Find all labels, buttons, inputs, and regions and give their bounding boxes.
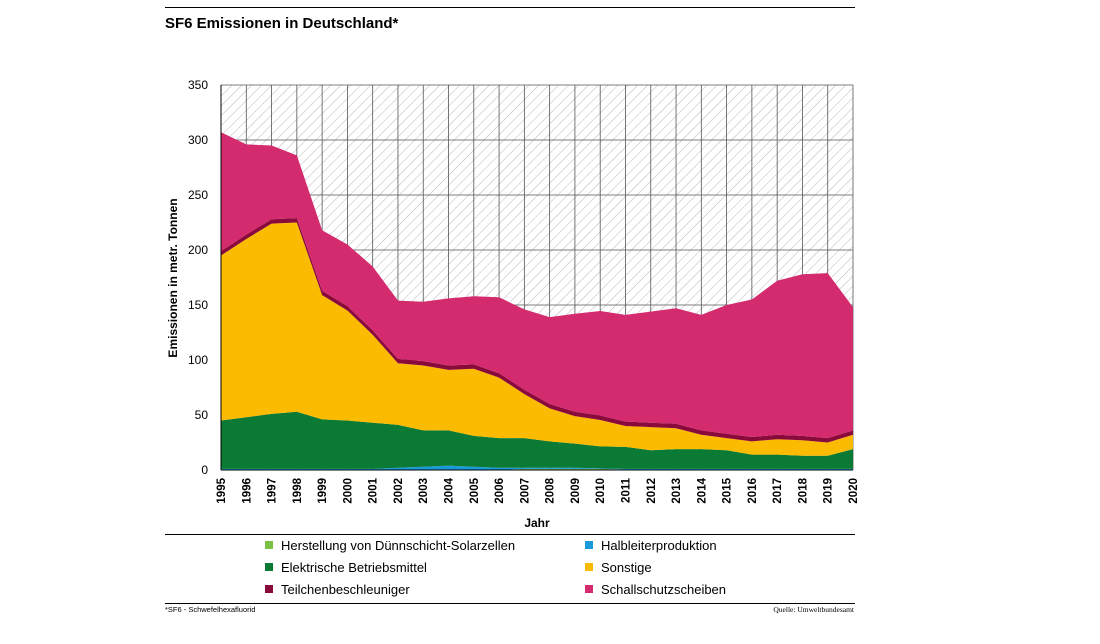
x-tick-label: 1998 (292, 477, 304, 503)
legend-swatch (265, 563, 273, 571)
x-tick-label: 2003 (418, 478, 430, 504)
x-tick-label: 2014 (696, 477, 708, 503)
x-tick-label: 2000 (342, 478, 354, 504)
x-tick-label: 2004 (444, 477, 456, 503)
y-tick-label: 150 (188, 298, 208, 312)
legend-label: Halbleiterproduktion (601, 538, 717, 553)
x-tick-label: 2015 (722, 477, 734, 503)
area-series-3 (221, 222, 853, 456)
chart-title: SF6 Emissionen in Deutschland* (165, 15, 399, 32)
x-tick-label: 2013 (671, 478, 683, 504)
legend-item: Sonstige (585, 560, 652, 575)
legend-swatch (585, 541, 593, 549)
legend-swatch (265, 585, 273, 593)
area-series-4 (221, 218, 853, 443)
y-tick-label: 350 (188, 78, 208, 92)
legend-label: Elektrische Betriebsmittel (281, 560, 427, 575)
x-tick-label: 2010 (595, 478, 607, 504)
legend-swatch (585, 563, 593, 571)
x-tick-label: 2006 (494, 478, 506, 504)
legend-item: Elektrische Betriebsmittel (265, 560, 427, 575)
source-note: Quelle: Umweltbundesamt (773, 605, 854, 614)
x-tick-label: 2017 (772, 478, 784, 504)
area-series-2 (221, 411, 853, 469)
legend-label: Teilchenbeschleuniger (281, 582, 410, 597)
legend-item: Halbleiterproduktion (585, 538, 717, 553)
legend-item: Herstellung von Dünnschicht-Solarzellen (265, 538, 515, 553)
y-axis-label: Emissionen in metr. Tonnen (166, 198, 180, 357)
x-tick-label: 2016 (747, 478, 759, 504)
x-tick-label: 1997 (267, 478, 279, 504)
y-tick-label: 0 (201, 463, 208, 477)
y-tick-label: 200 (188, 243, 208, 257)
legend-label: Herstellung von Dünnschicht-Solarzellen (281, 538, 516, 553)
legend-label: Sonstige (601, 560, 652, 575)
legend-bottom-rule (165, 603, 855, 604)
x-tick-label: 2008 (545, 477, 557, 503)
x-tick-label: 2005 (469, 477, 481, 503)
y-tick-label: 250 (188, 188, 208, 202)
legend-item: Teilchenbeschleuniger (265, 582, 410, 597)
y-tick-label: 100 (188, 353, 208, 367)
x-tick-label: 2002 (393, 478, 405, 504)
y-tick-label: 300 (188, 133, 208, 147)
x-tick-label: 1999 (317, 478, 329, 504)
legend-swatch (265, 541, 273, 549)
y-tick-label: 50 (195, 408, 209, 422)
legend-swatch (585, 585, 593, 593)
x-tick-label: 2011 (620, 477, 632, 503)
area-series-5 (221, 132, 853, 439)
x-tick-label: 2012 (646, 478, 658, 504)
x-tick-label: 2018 (797, 477, 809, 503)
x-tick-label: 2001 (368, 477, 380, 503)
x-tick-label: 2007 (519, 478, 531, 504)
x-tick-label: 2009 (570, 478, 582, 504)
x-axis-label: Jahr (524, 516, 550, 530)
legend-label: Schallschutzscheiben (601, 582, 727, 597)
x-tick-label: 2019 (823, 478, 835, 504)
footnote: *SF6 - Schwefelhexafluorid (165, 605, 256, 614)
legend-top-rule (165, 534, 855, 535)
legend-item: Schallschutzscheiben (585, 582, 726, 597)
x-tick-label: 1995 (216, 477, 228, 503)
x-tick-label: 2020 (848, 478, 860, 504)
top-rule (165, 7, 855, 8)
x-tick-label: 1996 (241, 478, 253, 504)
